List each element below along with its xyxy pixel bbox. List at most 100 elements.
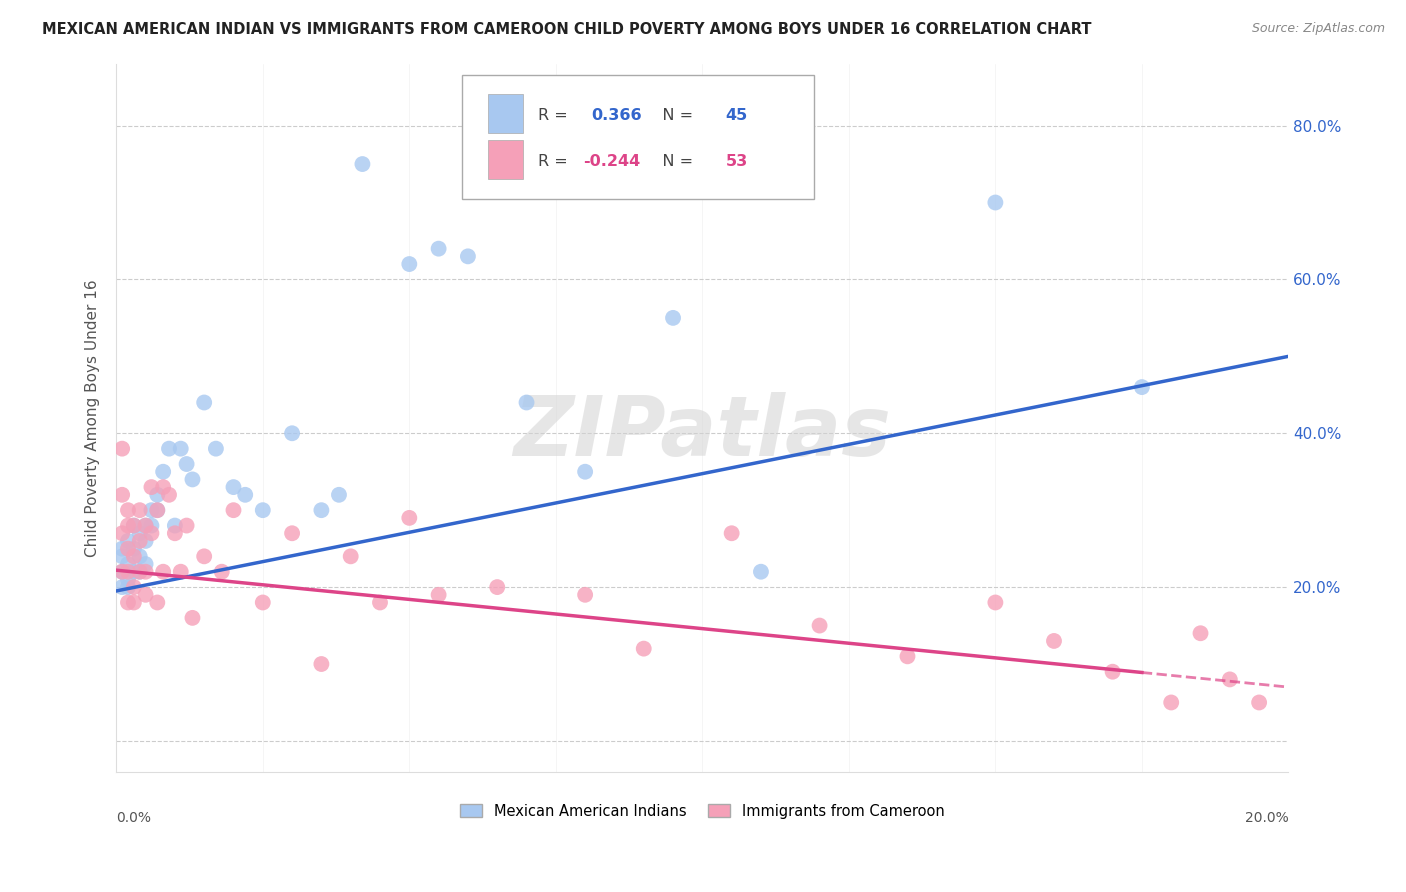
Point xyxy=(128,503,150,517)
Point xyxy=(157,488,180,502)
Point xyxy=(141,503,163,517)
Point xyxy=(176,457,198,471)
Point xyxy=(135,518,157,533)
Point xyxy=(117,573,139,587)
Text: N =: N = xyxy=(647,108,699,122)
Point xyxy=(205,442,228,456)
Point xyxy=(170,565,193,579)
Point xyxy=(427,588,450,602)
Point xyxy=(749,565,772,579)
Point xyxy=(135,588,157,602)
Point xyxy=(111,541,134,556)
Legend: Mexican American Indians, Immigrants from Cameroon: Mexican American Indians, Immigrants fro… xyxy=(454,798,950,824)
Text: R =: R = xyxy=(538,153,574,169)
FancyBboxPatch shape xyxy=(463,75,814,199)
Point xyxy=(141,518,163,533)
Point xyxy=(574,465,596,479)
Point xyxy=(128,533,150,548)
Point xyxy=(574,588,596,602)
Point xyxy=(311,657,333,671)
Point xyxy=(146,595,169,609)
Point xyxy=(163,526,186,541)
Point xyxy=(457,249,479,263)
Point xyxy=(146,503,169,517)
Point xyxy=(146,488,169,502)
Text: MEXICAN AMERICAN INDIAN VS IMMIGRANTS FROM CAMEROON CHILD POVERTY AMONG BOYS UND: MEXICAN AMERICAN INDIAN VS IMMIGRANTS FR… xyxy=(42,22,1091,37)
Point xyxy=(984,195,1007,210)
Point xyxy=(233,488,256,502)
Point xyxy=(117,503,139,517)
Point xyxy=(170,442,193,456)
Point xyxy=(111,565,134,579)
Point xyxy=(633,641,655,656)
Point xyxy=(281,526,304,541)
Point xyxy=(157,442,180,456)
Point xyxy=(135,557,157,571)
Text: 45: 45 xyxy=(725,108,748,122)
Point xyxy=(111,565,134,579)
Point xyxy=(141,526,163,541)
Point xyxy=(135,518,157,533)
Point xyxy=(111,549,134,564)
Point xyxy=(181,472,204,486)
Point xyxy=(122,541,145,556)
Point xyxy=(984,595,1007,609)
Point xyxy=(117,580,139,594)
Text: 53: 53 xyxy=(725,153,748,169)
Text: Source: ZipAtlas.com: Source: ZipAtlas.com xyxy=(1251,22,1385,36)
Point xyxy=(1189,626,1212,640)
Point xyxy=(117,518,139,533)
Point xyxy=(1249,696,1271,710)
Bar xyxy=(488,94,523,133)
Point xyxy=(1101,665,1123,679)
Point xyxy=(222,503,245,517)
Point xyxy=(117,595,139,609)
Point xyxy=(122,565,145,579)
Point xyxy=(135,565,157,579)
Point xyxy=(111,442,134,456)
Point xyxy=(122,595,145,609)
Text: ZIPatlas: ZIPatlas xyxy=(513,392,891,473)
Point xyxy=(252,595,274,609)
Point xyxy=(193,395,215,409)
Point xyxy=(486,580,509,594)
Point xyxy=(281,426,304,441)
Point xyxy=(128,549,150,564)
Point xyxy=(339,549,361,564)
Point xyxy=(720,526,742,541)
Point xyxy=(135,533,157,548)
Point xyxy=(176,518,198,533)
Point xyxy=(1043,634,1066,648)
Point xyxy=(111,526,134,541)
Text: R =: R = xyxy=(538,108,578,122)
Point xyxy=(152,565,174,579)
Point xyxy=(252,503,274,517)
Point xyxy=(152,480,174,494)
Y-axis label: Child Poverty Among Boys Under 16: Child Poverty Among Boys Under 16 xyxy=(86,279,100,557)
Point xyxy=(141,480,163,494)
Point xyxy=(128,565,150,579)
Point xyxy=(311,503,333,517)
Point xyxy=(111,488,134,502)
Point xyxy=(122,549,145,564)
Point xyxy=(515,395,537,409)
Point xyxy=(398,257,420,271)
Point xyxy=(146,503,169,517)
Point xyxy=(128,526,150,541)
Point xyxy=(368,595,391,609)
Text: -0.244: -0.244 xyxy=(583,153,640,169)
Point xyxy=(662,310,685,325)
Point xyxy=(163,518,186,533)
Point xyxy=(1130,380,1153,394)
Point xyxy=(211,565,233,579)
Point xyxy=(181,611,204,625)
Point xyxy=(352,157,374,171)
Point xyxy=(111,580,134,594)
Text: 0.366: 0.366 xyxy=(591,108,641,122)
Text: 0.0%: 0.0% xyxy=(117,811,152,824)
Point xyxy=(1160,696,1182,710)
Bar xyxy=(488,140,523,178)
Text: N =: N = xyxy=(647,153,699,169)
Point xyxy=(152,465,174,479)
Point xyxy=(427,242,450,256)
